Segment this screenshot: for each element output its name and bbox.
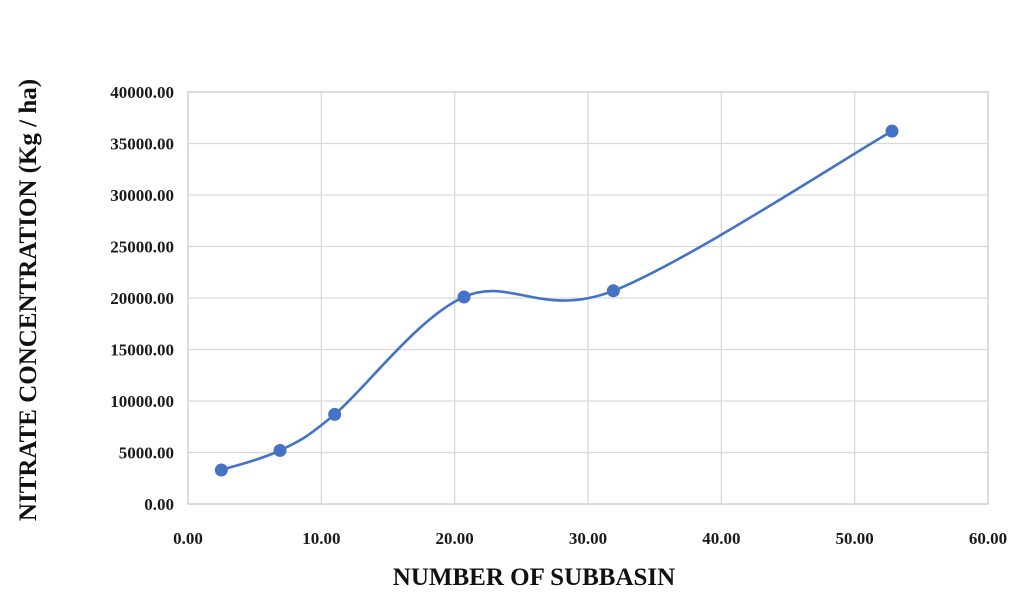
x-tick-label: 10.00	[302, 529, 340, 548]
data-point	[606, 284, 620, 298]
series-points	[214, 124, 899, 477]
x-tick-label: 40.00	[702, 529, 740, 548]
y-tick-label: 15000.00	[110, 341, 174, 360]
y-axis-tick-labels: 0.00 5000.00 10000.00 15000.00 20000.00 25000…	[110, 83, 174, 514]
data-point	[273, 443, 287, 457]
plot-area-frame	[187, 91, 989, 505]
y-tick-label: 25000.00	[110, 238, 174, 257]
x-axis-tick-labels: 0.00 10.00 20.00 30.00 40.00 50.00 60.00	[173, 529, 1007, 548]
x-tick-label: 20.00	[436, 529, 474, 548]
chart-grid	[187, 91, 989, 505]
y-tick-label: 5000.00	[119, 444, 174, 463]
y-tick-label: 40000.00	[110, 83, 174, 102]
x-tick-label: 0.00	[173, 529, 203, 548]
data-point	[214, 463, 228, 477]
x-tick-label: 50.00	[836, 529, 874, 548]
y-tick-label: 10000.00	[110, 392, 174, 411]
data-point	[457, 290, 471, 304]
y-tick-label: 0.00	[144, 495, 174, 514]
y-tick-label: 30000.00	[110, 186, 174, 205]
data-point	[328, 407, 342, 421]
y-axis-title: NITRATE CONCENTRATION (Kg / ha)	[15, 79, 42, 521]
x-tick-label: 30.00	[569, 529, 607, 548]
x-axis-title: NUMBER OF SUBBASIN	[393, 564, 675, 591]
y-tick-label: 35000.00	[110, 135, 174, 154]
y-tick-label: 20000.00	[110, 289, 174, 308]
x-tick-label: 60.00	[969, 529, 1007, 548]
data-point	[885, 124, 899, 138]
